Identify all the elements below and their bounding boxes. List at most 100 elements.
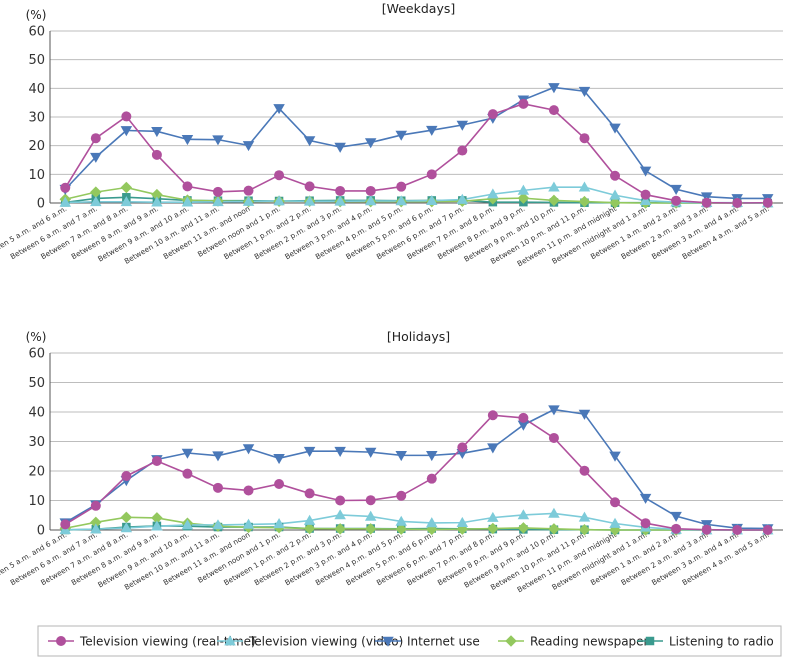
data-point [151, 188, 163, 201]
data-point [120, 522, 133, 533]
data-point [121, 111, 132, 122]
data-point [609, 451, 621, 462]
data-point [242, 141, 255, 152]
data-point [90, 500, 101, 511]
data-point [579, 465, 590, 476]
data-point [181, 448, 194, 459]
data-point [364, 138, 377, 149]
data-point [762, 197, 773, 208]
data-point [487, 109, 498, 120]
data-point [395, 195, 407, 206]
data-point [365, 495, 376, 506]
data-point [90, 516, 102, 529]
data-point [303, 514, 316, 525]
data-point [182, 181, 193, 192]
series-markers-television-viewing-real-time [60, 98, 773, 208]
chart-title: [Holidays] [387, 329, 450, 344]
data-point [396, 490, 407, 501]
data-point [120, 196, 133, 207]
data-point [212, 186, 223, 197]
data-point [181, 135, 194, 146]
data-point [578, 511, 591, 522]
data-point [609, 123, 621, 134]
data-point [335, 495, 346, 506]
data-point [151, 196, 163, 207]
y-tick-label: 20 [28, 465, 45, 480]
data-point [426, 451, 438, 462]
data-point [182, 468, 193, 479]
y-tick-label: 30 [28, 111, 45, 126]
data-point [457, 442, 468, 453]
data-point [426, 169, 437, 180]
data-point [457, 145, 468, 156]
data-point [487, 188, 499, 199]
series-internet-use [64, 408, 768, 530]
data-point [334, 195, 346, 206]
series-line [65, 512, 768, 531]
series-markers-television-viewing-real-time [60, 410, 773, 535]
series-markers-internet-use [59, 83, 774, 205]
data-point [732, 198, 743, 208]
data-point [426, 125, 438, 136]
data-point [243, 185, 254, 196]
data-point [303, 195, 316, 206]
data-point [181, 519, 194, 530]
data-point [212, 451, 224, 462]
legend-item-television-viewing-video: Television viewing (video) [217, 635, 403, 649]
data-point [487, 410, 498, 421]
data-point [90, 186, 102, 198]
data-point [456, 448, 469, 460]
series-markers-internet-use [59, 405, 774, 535]
data-point [365, 185, 376, 196]
series-line [64, 408, 768, 530]
data-point [364, 523, 377, 535]
y-tick-label: 40 [28, 406, 45, 421]
data-point [670, 511, 682, 522]
unit-label: (%) [26, 8, 47, 22]
legend-item-internet-use: Internet use [375, 635, 480, 649]
data-point [639, 493, 652, 504]
data-point [303, 136, 316, 147]
data-point [120, 181, 133, 194]
data-point [151, 127, 163, 138]
legend-marker [224, 635, 236, 646]
data-point [548, 405, 560, 416]
data-point [151, 520, 163, 531]
data-point [578, 195, 591, 208]
data-point [60, 519, 71, 530]
data-point [273, 454, 285, 465]
data-point [242, 444, 255, 455]
data-point [181, 196, 194, 207]
data-point [151, 512, 163, 524]
data-point [487, 522, 499, 535]
y-tick-label: 30 [28, 435, 45, 450]
data-point [334, 446, 346, 457]
data-point [274, 478, 285, 489]
data-point [639, 194, 652, 206]
legend-label: Internet use [407, 635, 480, 649]
legend-label: Television viewing (real-time) [79, 635, 256, 649]
data-point [548, 181, 560, 192]
y-tick-label: 50 [28, 376, 45, 391]
data-point [273, 104, 285, 115]
data-point [578, 181, 591, 192]
data-point [517, 522, 530, 534]
data-point [610, 497, 621, 508]
legend-label: Listening to radio [669, 635, 774, 649]
data-point [578, 523, 591, 536]
data-point [212, 135, 224, 146]
data-point [548, 83, 560, 94]
data-point [548, 523, 560, 535]
series-line [64, 102, 768, 204]
data-point [212, 196, 224, 207]
data-point [335, 185, 346, 196]
data-point [364, 195, 377, 206]
legend-marker [56, 636, 66, 646]
legend-item-reading-newspaper: Reading newspaper [498, 635, 649, 649]
data-point [151, 149, 162, 160]
series-television-viewing-real-time [64, 102, 768, 204]
data-point [120, 126, 133, 137]
data-point [670, 184, 682, 195]
